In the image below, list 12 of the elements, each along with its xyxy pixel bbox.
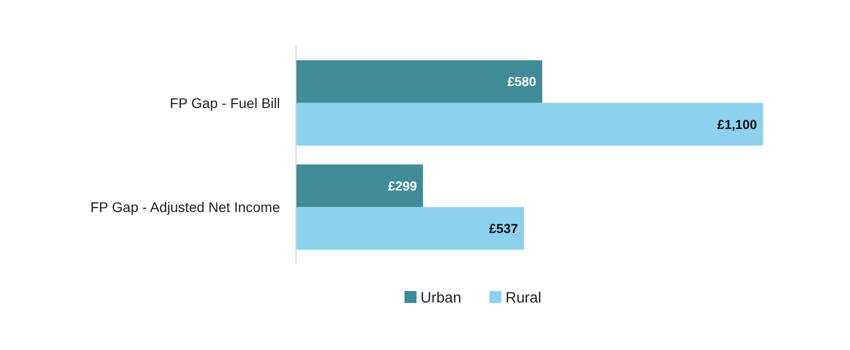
y-tick-label: FP Gap - Fuel Bill — [170, 94, 280, 111]
bar — [296, 102, 763, 146]
bar — [296, 207, 524, 250]
legend-label: Rural — [506, 289, 542, 306]
data-label: £1,100 — [717, 116, 757, 132]
data-label: £537 — [489, 220, 518, 236]
legend-label: Urban — [420, 289, 462, 306]
data-label: £580 — [507, 74, 536, 90]
bar — [296, 164, 423, 208]
bar — [296, 60, 542, 103]
y-tick-label: FP Gap - Adjusted Net Income — [90, 198, 280, 215]
data-label: £299 — [388, 178, 417, 194]
